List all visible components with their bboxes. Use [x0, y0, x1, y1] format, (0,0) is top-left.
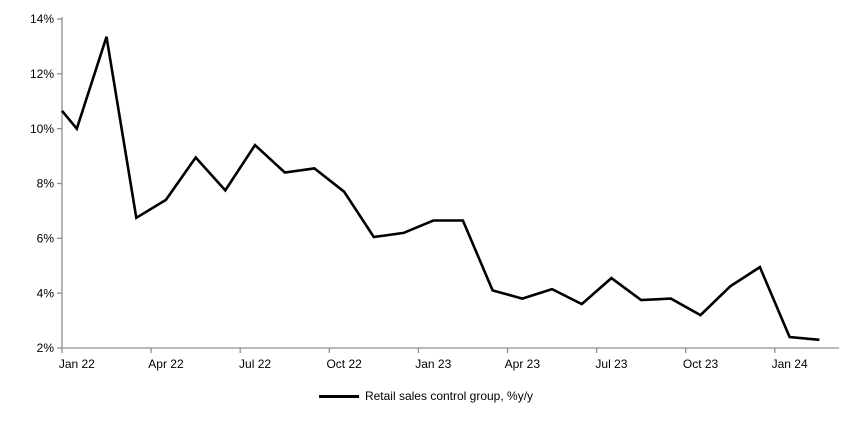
x-axis-tick-label: Oct 22 [326, 357, 362, 371]
x-axis-tick-label: Jul 23 [595, 357, 627, 371]
x-axis-tick-label: Apr 23 [505, 357, 541, 371]
x-axis-tick-label: Jan 22 [59, 357, 95, 371]
y-axis-tick-label: 4% [37, 286, 55, 300]
x-axis-tick-label: Jul 22 [239, 357, 271, 371]
y-axis-tick-label: 8% [37, 177, 55, 191]
y-axis-tick-label: 14% [30, 12, 54, 26]
x-axis-tick-label: Jan 23 [415, 357, 451, 371]
x-axis-tick-label: Apr 22 [148, 357, 184, 371]
y-axis-tick-label: 6% [37, 232, 55, 246]
y-axis-tick-label: 10% [30, 122, 54, 136]
legend: Retail sales control group, %y/y [0, 389, 852, 403]
x-axis-tick-label: Jan 24 [772, 357, 808, 371]
legend-line-swatch [318, 394, 359, 398]
y-axis-tick-label: 2% [37, 341, 55, 355]
series-line [60, 36, 820, 342]
y-axis-tick-label: 12% [30, 67, 54, 81]
legend-label: Retail sales control group, %y/y [364, 389, 534, 403]
x-axis-tick-label: Oct 23 [683, 357, 719, 371]
